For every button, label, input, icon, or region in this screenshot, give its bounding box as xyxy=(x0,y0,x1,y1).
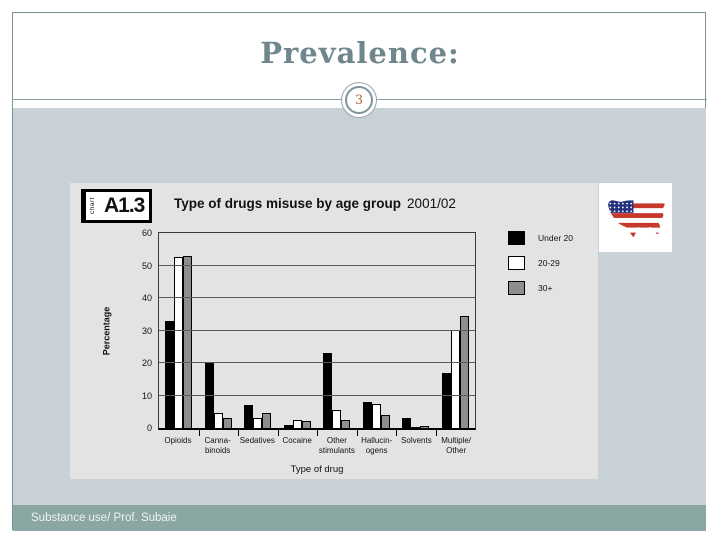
bar-30- xyxy=(341,420,351,428)
bar-under-20 xyxy=(441,373,451,428)
legend-label: Under 20 xyxy=(538,233,573,243)
chart-title-text: Type of drugs misuse by age group xyxy=(174,196,402,211)
page-number: 3 xyxy=(354,92,364,108)
x-category-label: Sedatives xyxy=(239,436,275,445)
bar-under-20 xyxy=(204,363,214,428)
bar-20-29 xyxy=(174,257,184,428)
x-category-labels: Opioids Canna- binoids Sedatives Cocaine Oth… xyxy=(158,436,476,455)
x-axis-tick xyxy=(396,430,397,436)
chart-badge: chart A1.3 xyxy=(81,189,153,223)
bar-group xyxy=(396,233,436,428)
bar-group xyxy=(436,233,476,428)
x-axis-tick xyxy=(277,430,279,436)
legend-item: 30+ xyxy=(508,281,573,295)
x-category-label: Solvents xyxy=(401,436,432,445)
y-tick-label: 30 xyxy=(141,325,152,336)
x-axis-tick xyxy=(238,430,239,436)
bar-20-29 xyxy=(411,427,421,428)
footer-bar: Substance use/ Prof. Subaie xyxy=(13,505,706,531)
y-axis-label-wrap: Percentage xyxy=(98,232,114,430)
gridline xyxy=(159,362,475,363)
bar-under-20 xyxy=(165,321,175,428)
bar-group xyxy=(357,233,397,428)
x-axis-tick xyxy=(435,430,437,436)
bar-group xyxy=(317,233,357,428)
legend-item: Under 20 xyxy=(508,231,573,245)
footer-text: Substance use/ Prof. Subaie xyxy=(31,512,177,524)
legend-swatch xyxy=(508,281,525,295)
bar-under-20 xyxy=(283,425,293,428)
bar-under-20 xyxy=(362,402,372,428)
bar-30- xyxy=(380,415,390,428)
legend-swatch xyxy=(508,231,525,245)
bar-20-29 xyxy=(253,418,263,428)
legend-label: 30+ xyxy=(538,283,553,293)
bar-20-29 xyxy=(213,413,223,428)
x-axis-tick xyxy=(356,430,358,436)
chart-title-year: 2001/02 xyxy=(407,196,456,211)
bar-30- xyxy=(459,316,469,428)
bar-30- xyxy=(301,421,311,428)
y-axis-label: Percentage xyxy=(101,306,111,356)
slide-title: Prevalence: xyxy=(260,36,460,70)
us-flag-image xyxy=(599,183,672,252)
bar-30- xyxy=(420,426,430,428)
gridline xyxy=(159,264,475,266)
legend-item: 20-29 xyxy=(508,256,573,270)
y-tick-label: 60 xyxy=(141,228,152,238)
bar-30- xyxy=(183,256,193,428)
gridline xyxy=(159,297,475,298)
y-tick-label: 50 xyxy=(141,260,152,271)
gridline xyxy=(159,394,475,396)
bar-20-29 xyxy=(292,420,302,428)
bar-20-29 xyxy=(332,410,342,428)
gridline xyxy=(159,329,475,331)
plot-area xyxy=(158,232,476,436)
y-tick-label: 10 xyxy=(141,390,152,401)
x-category-label: Opioids xyxy=(164,436,192,445)
bar-group xyxy=(278,233,318,428)
y-tick-label: 20 xyxy=(141,358,152,368)
bar-30- xyxy=(262,413,272,428)
x-category-label: Other stimulants xyxy=(318,436,355,455)
page-number-badge: 3 xyxy=(345,86,373,114)
y-tick-label: 0 xyxy=(146,423,152,433)
legend-label: 20-29 xyxy=(538,258,560,268)
y-tick-label: 40 xyxy=(141,293,152,303)
x-category-label: Hallucin- ogens xyxy=(361,436,393,455)
bar-under-20 xyxy=(244,405,254,428)
bar-20-29 xyxy=(371,404,381,428)
bar-under-20 xyxy=(323,353,333,428)
x-category-label: Multiple/ Other xyxy=(441,436,472,455)
us-flag-svg xyxy=(607,199,665,237)
legend-swatch xyxy=(508,256,525,270)
chart-title: Type of drugs misuse by age group 2001/02 xyxy=(174,196,456,211)
bar-group xyxy=(238,233,278,428)
chart-figure: chart A1.3 Type of drugs misuse by age g… xyxy=(70,183,598,479)
bar-30- xyxy=(222,418,232,428)
x-category-label: Canna- binoids xyxy=(204,436,231,455)
chart-badge-side-label: chart xyxy=(84,192,99,220)
legend: Under 20 20-29 30+ xyxy=(508,231,573,306)
x-axis-label: Type of drug xyxy=(290,464,344,475)
x-axis-tick xyxy=(198,430,200,436)
x-axis-tick xyxy=(317,430,318,436)
bar-group xyxy=(159,233,199,428)
chart-badge-code: A1.3 xyxy=(104,194,145,217)
bar-20-29 xyxy=(450,330,460,428)
x-category-label: Cocaine xyxy=(282,436,312,445)
bar-under-20 xyxy=(402,418,412,428)
bar-group xyxy=(199,233,239,428)
bar-groups xyxy=(159,233,475,428)
